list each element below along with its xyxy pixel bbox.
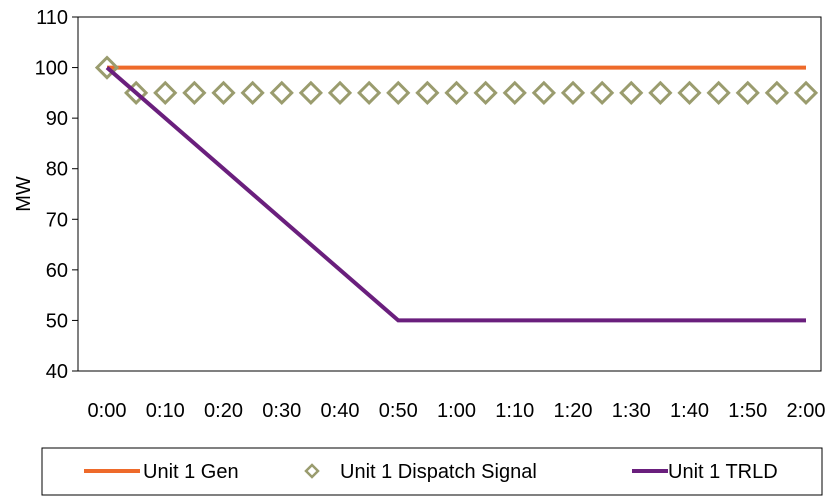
plot-frame: [77, 16, 822, 372]
y-tick-label: 80: [46, 159, 68, 181]
dispatch-marker: [619, 80, 644, 105]
series-1: [94, 55, 819, 105]
dispatch-marker: [386, 80, 411, 105]
dispatch-marker: [764, 80, 789, 105]
y-tick-label: 60: [46, 260, 68, 282]
dispatch-marker: [240, 80, 265, 105]
x-tick-label: 0:30: [262, 400, 301, 422]
y-tick-label: 100: [35, 58, 68, 80]
dispatch-marker: [327, 80, 353, 105]
x-tick-label: 0:00: [88, 400, 127, 422]
legend: Unit 1 Gen Unit 1 Dispatch Signal Unit 1 T…: [41, 447, 823, 496]
legend-box: [41, 447, 823, 496]
series-line: [105, 66, 806, 323]
x-tick-label: 0:20: [204, 400, 243, 422]
dispatch-marker: [735, 80, 760, 105]
dispatch-marker: [590, 80, 615, 105]
x-tick-label: 1:30: [612, 400, 651, 422]
x-tick-label: 1:50: [728, 400, 767, 422]
dispatch-marker: [677, 80, 702, 105]
legend-label: Unit 1 Gen: [143, 461, 239, 483]
dispatch-marker: [648, 80, 673, 105]
y-tick-label: 110: [36, 7, 68, 29]
dispatch-marker: [269, 80, 294, 105]
x-tick-label: 1:20: [554, 400, 593, 422]
series-layer: [94, 55, 819, 323]
dispatch-marker: [560, 80, 586, 105]
x-tick-label: 1:10: [495, 400, 534, 422]
dispatch-marker: [793, 80, 819, 105]
dispatch-marker: [706, 80, 731, 105]
dispatch-marker: [473, 80, 498, 105]
plot-area: 40 50 60 70 80 90 100 110 0:00 0:10 0:20 0:30 0:40 0:…: [13, 7, 825, 422]
y-tick-label: 40: [46, 361, 68, 383]
y-tick-label: 50: [46, 310, 68, 332]
dispatch-marker: [415, 80, 440, 105]
dispatch-marker: [444, 80, 469, 105]
y-tick-label: 70: [46, 209, 68, 231]
dispatch-marker: [182, 80, 207, 105]
legend-label: Unit 1 TRLD: [668, 461, 778, 483]
series-2: [105, 66, 806, 323]
x-tick-label: 0:10: [146, 400, 185, 422]
x-tick-label: 1:40: [670, 400, 709, 422]
legend-label: Unit 1 Dispatch Signal: [340, 461, 537, 483]
x-tick-label: 0:40: [321, 400, 360, 422]
x-tick-label: 2:00: [787, 400, 826, 422]
dispatch-marker: [153, 80, 178, 105]
legend-swatch: [304, 463, 320, 479]
y-axis-title: MW: [13, 176, 35, 212]
dispatch-marker: [502, 80, 527, 105]
dispatch-marker: [298, 80, 323, 105]
dispatch-marker: [357, 80, 382, 105]
y-tick-label: 90: [46, 108, 68, 130]
x-tick-label: 0:50: [379, 400, 418, 422]
dispatch-marker: [94, 55, 120, 80]
x-tick-label: 1:00: [437, 400, 476, 422]
dispatch-marker: [531, 80, 556, 105]
dispatch-marker: [211, 80, 236, 105]
